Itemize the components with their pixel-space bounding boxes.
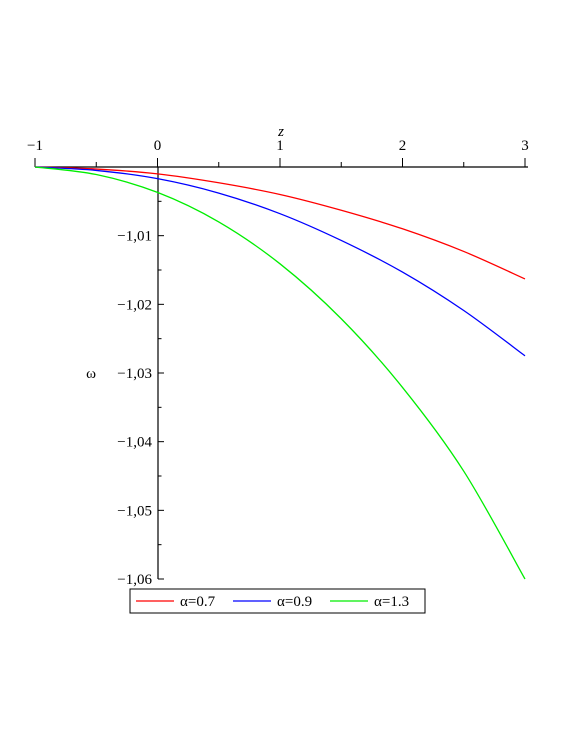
legend-label-1: α=0.7 [180, 594, 216, 610]
x-tick-label: 2 [399, 138, 407, 154]
x-tick-label: 3 [521, 138, 529, 154]
y-tick-label: −1,02 [117, 297, 152, 313]
legend-label-3: α=1.3 [374, 594, 409, 610]
x-tick-label: 1 [276, 138, 284, 154]
legend-box [129, 588, 426, 614]
y-tick-label: −1,06 [117, 572, 152, 588]
series-line-1 [34, 166, 526, 280]
y-tick-label: −1,01 [117, 229, 152, 245]
y-tick-label: −1,03 [117, 366, 152, 382]
x-tick-label: 0 [154, 138, 162, 154]
y-tick-label: −1,04 [117, 435, 152, 451]
y-axis-title: ω [86, 366, 96, 382]
y-tick-label: −1,05 [117, 503, 152, 519]
x-axis-title: z [277, 124, 284, 140]
x-tick-label: −1 [27, 138, 43, 154]
series-line-2 [34, 166, 526, 357]
legend-label-2: α=0.9 [277, 594, 312, 610]
series-line-3 [34, 166, 526, 580]
